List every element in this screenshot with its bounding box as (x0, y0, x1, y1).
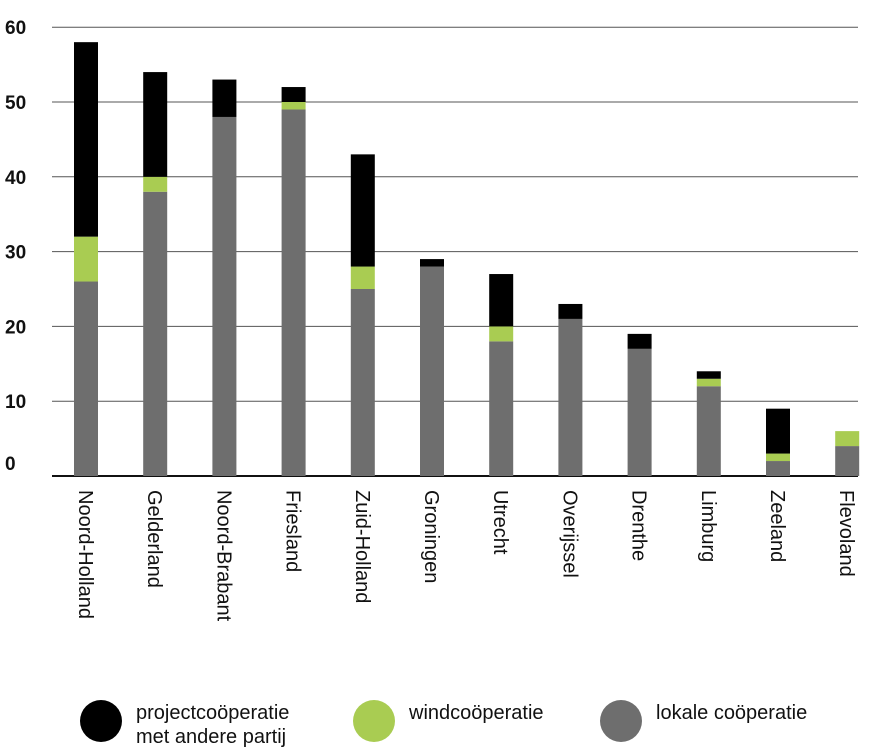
bar-overijssel-projectcooperatie (558, 303, 583, 319)
x-tick-label-limburg: Limburg (697, 490, 719, 562)
y-tick-label: 40 (5, 168, 26, 189)
legend-swatch-lokale-cooperatie (600, 700, 642, 742)
x-tick-label-noord-brabant: Noord-Brabant (212, 490, 234, 622)
x-tick-label-drenthe: Drenthe (628, 490, 650, 561)
y-tick-label: 30 (5, 243, 26, 264)
legend-swatch-windcooperatie (353, 700, 395, 742)
bar-drenthe-lokale-cooperatie (627, 348, 652, 476)
legend-label-windcooperatie: windcoöperatie (409, 702, 544, 724)
x-axis-ticks: Noord-Holland Gelderland Noord-Brabant Frie… (74, 490, 857, 622)
bar-noord-brabant-lokale-cooperatie (212, 116, 237, 477)
bar-utrecht-projectcooperatie (489, 274, 514, 327)
bar-zuid-holland-windcooperatie (350, 266, 375, 289)
legend: projectcoöperatie met andere partij wind… (80, 700, 860, 755)
x-tick-label-groningen: Groningen (420, 490, 442, 583)
bar-gelderland-lokale-cooperatie (143, 191, 168, 476)
x-tick-label-zeeland: Zeeland (766, 490, 788, 562)
y-tick-label: 10 (5, 392, 26, 413)
bar-limburg-windcooperatie (696, 378, 721, 387)
y-tick-label: 60 (5, 18, 26, 39)
bar-overijssel-lokale-cooperatie (558, 318, 583, 476)
bar-noord-holland-lokale-cooperatie (74, 281, 98, 476)
x-tick-label-gelderland: Gelderland (143, 490, 165, 588)
bar-noord-brabant-projectcooperatie (212, 79, 237, 117)
bar-gelderland-windcooperatie (143, 176, 168, 192)
bar-drenthe-projectcooperatie (627, 333, 652, 349)
bar-friesland-windcooperatie (281, 102, 306, 110)
bar-noord-holland-projectcooperatie (74, 42, 98, 237)
bars (74, 42, 860, 477)
bar-flevoland-windcooperatie (835, 431, 860, 447)
legend-label-projectcooperatie: projectcoöperatie met andere partij (136, 702, 290, 748)
x-tick-label-friesland: Friesland (282, 490, 304, 572)
y-tick-label: 20 (5, 317, 26, 338)
bar-utrecht-lokale-cooperatie (489, 341, 514, 476)
bar-gelderland-projectcooperatie (143, 72, 168, 177)
x-tick-label-flevoland: Flevoland (835, 490, 857, 577)
y-tick-label: 50 (5, 93, 26, 114)
bar-zuid-holland-projectcooperatie (350, 154, 375, 267)
legend-swatch-projectcooperatie (80, 700, 122, 742)
bar-friesland-projectcooperatie (281, 87, 306, 102)
legend-item-lokale-cooperatie: lokale coöperatie (600, 700, 846, 742)
x-tick-label-utrecht: Utrecht (489, 490, 511, 555)
bar-limburg-projectcooperatie (696, 371, 721, 379)
bar-zuid-holland-lokale-cooperatie (350, 289, 375, 476)
legend-item-projectcooperatie: projectcoöperatie met andere partij (80, 700, 326, 749)
bar-zeeland-projectcooperatie (766, 408, 790, 454)
bar-utrecht-windcooperatie (489, 326, 514, 342)
x-tick-label-noord-holland: Noord-Holland (74, 490, 96, 619)
bar-groningen-projectcooperatie (420, 259, 444, 267)
x-tick-label-zuid-holland: Zuid-Holland (351, 490, 373, 603)
bar-noord-holland-windcooperatie (74, 236, 98, 282)
legend-label-lokale-cooperatie: lokale coöperatie (656, 702, 808, 724)
bar-zeeland-lokale-cooperatie (766, 461, 790, 476)
y-axis-ticks: 0 10 20 30 40 50 60 (5, 18, 26, 475)
bar-groningen-lokale-cooperatie (420, 266, 444, 476)
legend-item-windcooperatie: windcoöperatie (353, 700, 599, 742)
bar-friesland-lokale-cooperatie (281, 109, 306, 476)
x-tick-label-overijssel: Overijssel (558, 490, 580, 578)
bar-limburg-lokale-cooperatie (696, 386, 721, 476)
bar-flevoland-lokale-cooperatie (835, 446, 860, 476)
gridlines (52, 26, 858, 477)
bar-zeeland-windcooperatie (766, 453, 790, 462)
y-tick-label: 0 (5, 454, 16, 475)
